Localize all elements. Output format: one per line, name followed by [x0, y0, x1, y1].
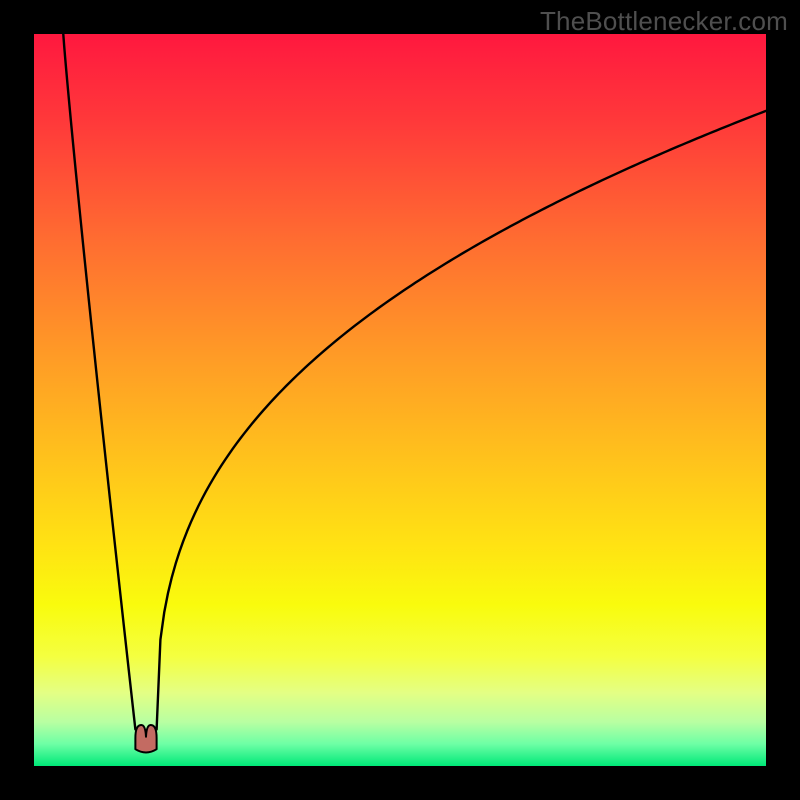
plot-background	[34, 34, 766, 766]
plot-svg	[34, 34, 766, 766]
plot-area	[34, 34, 766, 766]
watermark-text: TheBottlenecker.com	[540, 6, 788, 37]
